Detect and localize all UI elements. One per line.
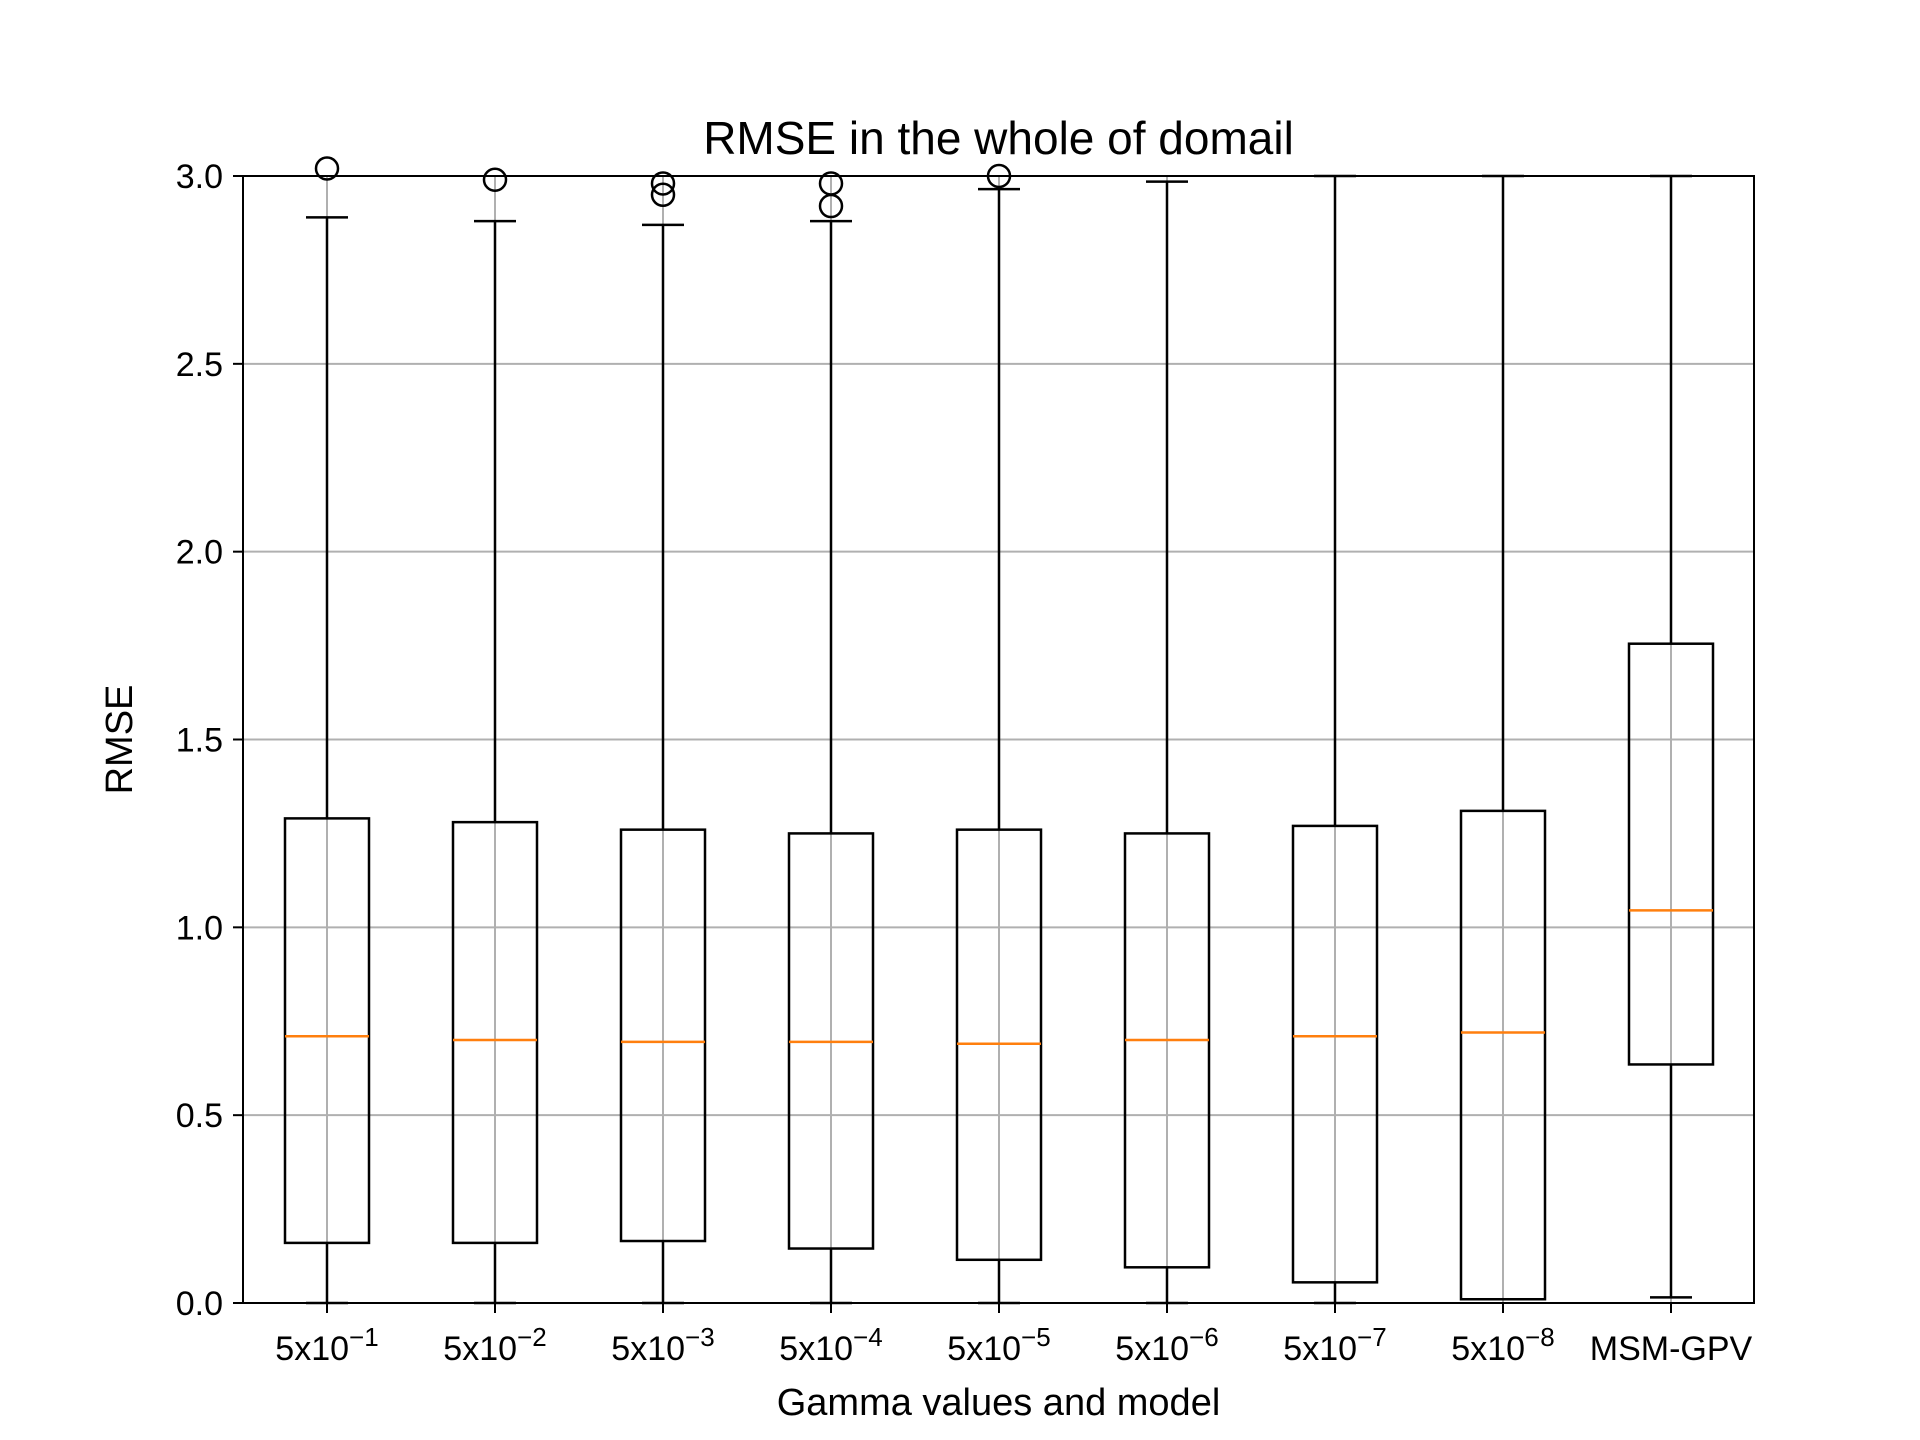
x-tick-label: 5x10−7 (1283, 1322, 1386, 1368)
box-4 (787, 171, 875, 1305)
outlier-point (314, 156, 340, 181)
y-tick-label: 0.5 (176, 1097, 223, 1135)
y-axis: 0.0 0.5 1.0 1.5 2.0 2.5 3.0 (176, 158, 243, 1323)
iqr-box (283, 817, 371, 1245)
x-tick-label: 5x10−3 (611, 1322, 714, 1368)
y-tick-label: 2.5 (176, 346, 223, 384)
y-tick-label: 0.0 (176, 1285, 223, 1323)
box-7 (1291, 174, 1379, 1305)
x-tick-label: 5x10−2 (443, 1322, 546, 1368)
outlier-point (482, 167, 508, 193)
y-axis-label: RMSE (99, 685, 141, 795)
outlier-point (650, 182, 676, 208)
iqr-box (451, 820, 539, 1245)
box-1 (283, 156, 371, 1305)
y-tick-label: 1.5 (176, 722, 223, 760)
outlier-point (818, 171, 844, 196)
x-tick-label: 5x10−4 (779, 1322, 882, 1368)
x-tick-label: 5x10−5 (947, 1322, 1050, 1368)
x-axis: 5x10−1 5x10−2 5x10−3 5x10−4 5x10−5 5x10−6 5x10… (275, 1303, 1753, 1368)
iqr-box (619, 828, 707, 1243)
x-tick-label: 5x10−1 (275, 1322, 378, 1368)
outlier-point (650, 171, 676, 196)
x-tick-label: 5x10−8 (1451, 1322, 1554, 1368)
y-tick-label: 3.0 (176, 158, 223, 196)
y-tick-label: 1.0 (176, 909, 223, 947)
box-9 (1627, 174, 1715, 1299)
box-series (283, 156, 1715, 1305)
x-tick-label: 5x10−6 (1115, 1322, 1218, 1368)
chart-title: RMSE in the whole of domail (703, 112, 1294, 164)
x-tick-label: MSM-GPV (1590, 1330, 1753, 1368)
iqr-box (1123, 832, 1211, 1269)
iqr-box (1627, 642, 1715, 1066)
y-tick-label: 2.0 (176, 534, 223, 572)
iqr-box (1291, 824, 1379, 1284)
x-axis-label: Gamma values and model (777, 1382, 1221, 1424)
iqr-box (1459, 809, 1547, 1301)
